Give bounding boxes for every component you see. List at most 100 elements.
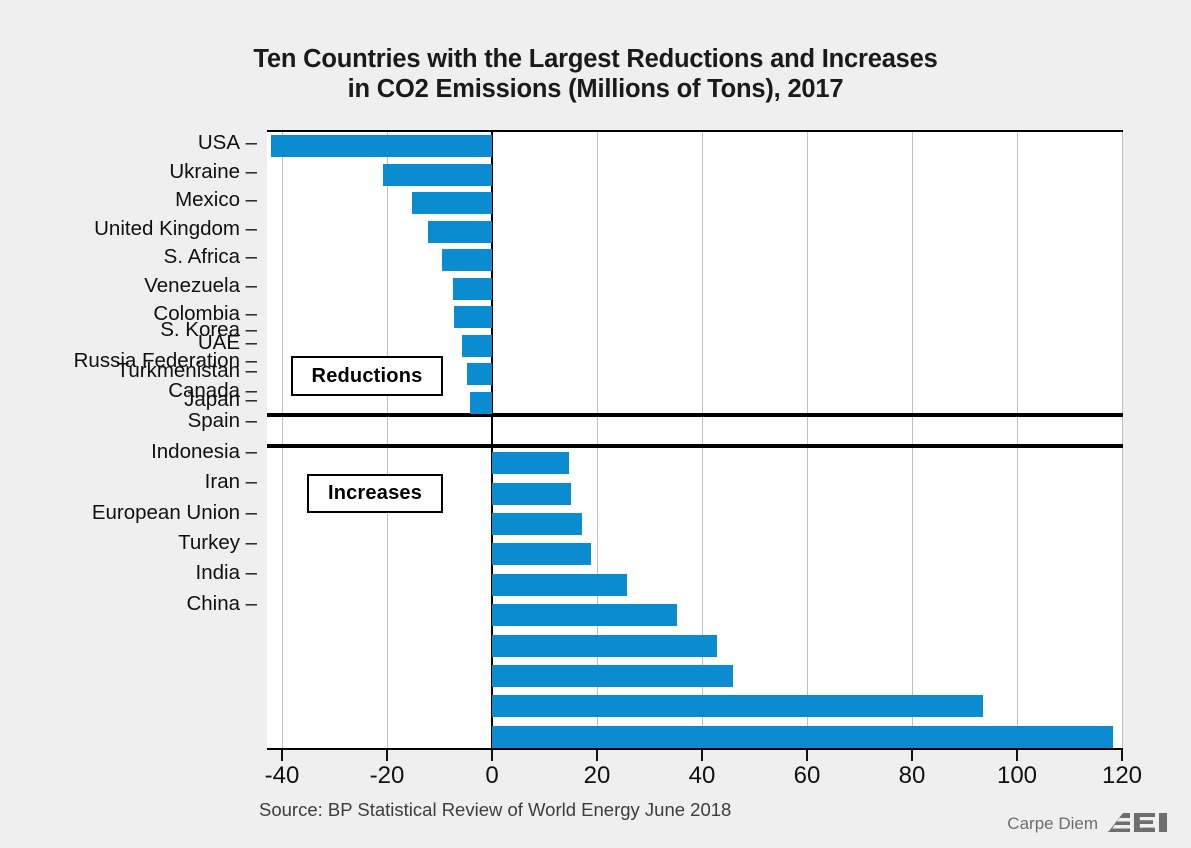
y-axis-tick-label: S. Korea – bbox=[160, 318, 257, 342]
x-axis-tick bbox=[491, 750, 493, 761]
y-tick-mark: – bbox=[245, 273, 257, 297]
x-axis-tick-label: 60 bbox=[793, 762, 821, 789]
x-axis-tick-label: 120 bbox=[1101, 762, 1143, 789]
aei-logo-icon bbox=[1107, 813, 1167, 832]
bar bbox=[492, 513, 582, 535]
annotation-reductions: Reductions bbox=[291, 356, 443, 396]
title-line-2: in CO2 Emissions (Millions of Tons), 201… bbox=[347, 75, 844, 103]
y-axis-tick-label: Turkey – bbox=[178, 531, 257, 554]
bar bbox=[462, 334, 492, 357]
bar bbox=[492, 725, 1114, 748]
y-axis-tick-label: Ukraine – bbox=[169, 159, 257, 183]
bar bbox=[492, 452, 570, 475]
gridline bbox=[1017, 417, 1018, 444]
y-axis-tick-label: China – bbox=[186, 591, 257, 615]
bar bbox=[492, 573, 627, 596]
y-axis-tick-label: S. Africa – bbox=[163, 245, 257, 269]
y-tick-mark: – bbox=[245, 470, 257, 494]
y-axis-tick-label: Turkmenistan – bbox=[116, 359, 257, 383]
x-axis-tick-label: -20 bbox=[369, 762, 405, 789]
x-axis-tick-label: 0 bbox=[485, 762, 499, 789]
y-axis-tick-label: UAE – bbox=[197, 330, 257, 354]
brand-text: Carpe Diem bbox=[1007, 814, 1098, 833]
y-tick-mark: – bbox=[245, 500, 257, 524]
y-axis-tick-label: India – bbox=[195, 561, 257, 585]
bar bbox=[492, 482, 571, 505]
bar bbox=[453, 277, 492, 300]
y-axis-tick-label: Spain – bbox=[187, 409, 257, 433]
y-axis-tick-label: Iran – bbox=[204, 470, 257, 494]
gridline bbox=[597, 417, 598, 444]
bars-reductions bbox=[267, 132, 1123, 414]
panel-separator bbox=[267, 415, 1123, 446]
bar bbox=[427, 220, 492, 243]
title-line-1: Ten Countries with the Largest Reduction… bbox=[253, 45, 938, 73]
y-tick-mark: – bbox=[245, 330, 257, 354]
zero-line bbox=[491, 417, 493, 444]
x-axis-tick bbox=[386, 750, 388, 761]
y-axis-tick-label: Japan – bbox=[184, 387, 257, 411]
x-axis-tick-label: 20 bbox=[583, 762, 611, 789]
x-axis-tick bbox=[1016, 750, 1018, 761]
y-tick-mark: – bbox=[245, 348, 257, 372]
y-tick-mark: – bbox=[245, 561, 257, 585]
source-note: Source: BP Statistical Review of World E… bbox=[259, 799, 732, 820]
y-axis-tick-label: Mexico – bbox=[175, 188, 257, 212]
x-axis-tick bbox=[806, 750, 808, 761]
y-axis-tick-label: United Kingdom – bbox=[94, 216, 257, 240]
y-axis-labels-increases: S. Korea – Russia Federation – Canada – Spain –… bbox=[7, 316, 257, 620]
y-tick-mark: – bbox=[245, 159, 257, 183]
bar bbox=[270, 135, 492, 158]
y-tick-mark: – bbox=[245, 379, 257, 402]
y-tick-mark: – bbox=[245, 245, 257, 269]
brand-mark: Carpe Diem bbox=[1007, 812, 1173, 836]
y-tick-mark: – bbox=[245, 131, 257, 155]
plot-area bbox=[267, 130, 1123, 750]
x-axis-tick bbox=[911, 750, 913, 761]
y-axis-tick-label: European Union – bbox=[91, 500, 257, 524]
x-axis-tick-label: 100 bbox=[996, 762, 1038, 789]
y-axis-tick-label: Indonesia – bbox=[151, 439, 257, 463]
y-tick-mark: – bbox=[245, 318, 257, 342]
bar bbox=[454, 306, 492, 329]
x-axis-tick-label: -40 bbox=[264, 762, 300, 789]
y-tick-mark: – bbox=[245, 302, 257, 326]
x-axis-tick-label: 80 bbox=[898, 762, 926, 789]
y-tick-mark: – bbox=[245, 591, 257, 615]
x-axis-tick bbox=[701, 750, 703, 761]
y-axis-tick-label: Russia Federation – bbox=[73, 348, 257, 372]
bar bbox=[492, 604, 677, 627]
y-tick-mark: – bbox=[245, 188, 257, 212]
y-tick-mark: – bbox=[245, 439, 257, 463]
y-tick-mark: – bbox=[245, 409, 257, 433]
bar bbox=[492, 543, 592, 566]
gridline bbox=[702, 417, 703, 444]
y-tick-mark: – bbox=[245, 216, 257, 240]
gridlines-separator bbox=[267, 417, 1123, 444]
bar bbox=[492, 665, 733, 687]
x-axis-tick bbox=[1121, 750, 1123, 761]
page-title: Ten Countries with the Largest Reduction… bbox=[0, 44, 1191, 104]
bar bbox=[412, 192, 492, 215]
x-axis-tick bbox=[596, 750, 598, 761]
y-axis-tick-label: USA – bbox=[197, 131, 257, 155]
x-axis-tick-label: 40 bbox=[688, 762, 716, 789]
gridline bbox=[282, 417, 283, 444]
gridline bbox=[1122, 417, 1123, 444]
y-tick-mark: – bbox=[245, 387, 257, 411]
x-axis: -40 -20 0 20 40 60 80 100 120 bbox=[265, 750, 1142, 795]
bars-increases bbox=[267, 448, 1123, 748]
gridline bbox=[807, 417, 808, 444]
bar bbox=[492, 695, 983, 718]
annotation-increases: Increases bbox=[307, 474, 443, 513]
y-axis-labels-reductions: USA – Ukraine – Mexico – United Kingdom – S. Afr… bbox=[7, 130, 257, 415]
y-axis-tick-label: Venezuela – bbox=[144, 273, 257, 297]
bar bbox=[382, 163, 492, 186]
bar bbox=[469, 391, 492, 414]
x-axis-tick bbox=[281, 750, 283, 761]
y-axis-tick-label: Colombia – bbox=[153, 302, 257, 326]
bar bbox=[466, 363, 492, 386]
gridline bbox=[387, 417, 388, 444]
y-tick-mark: – bbox=[245, 359, 257, 383]
y-tick-mark: – bbox=[245, 531, 257, 554]
